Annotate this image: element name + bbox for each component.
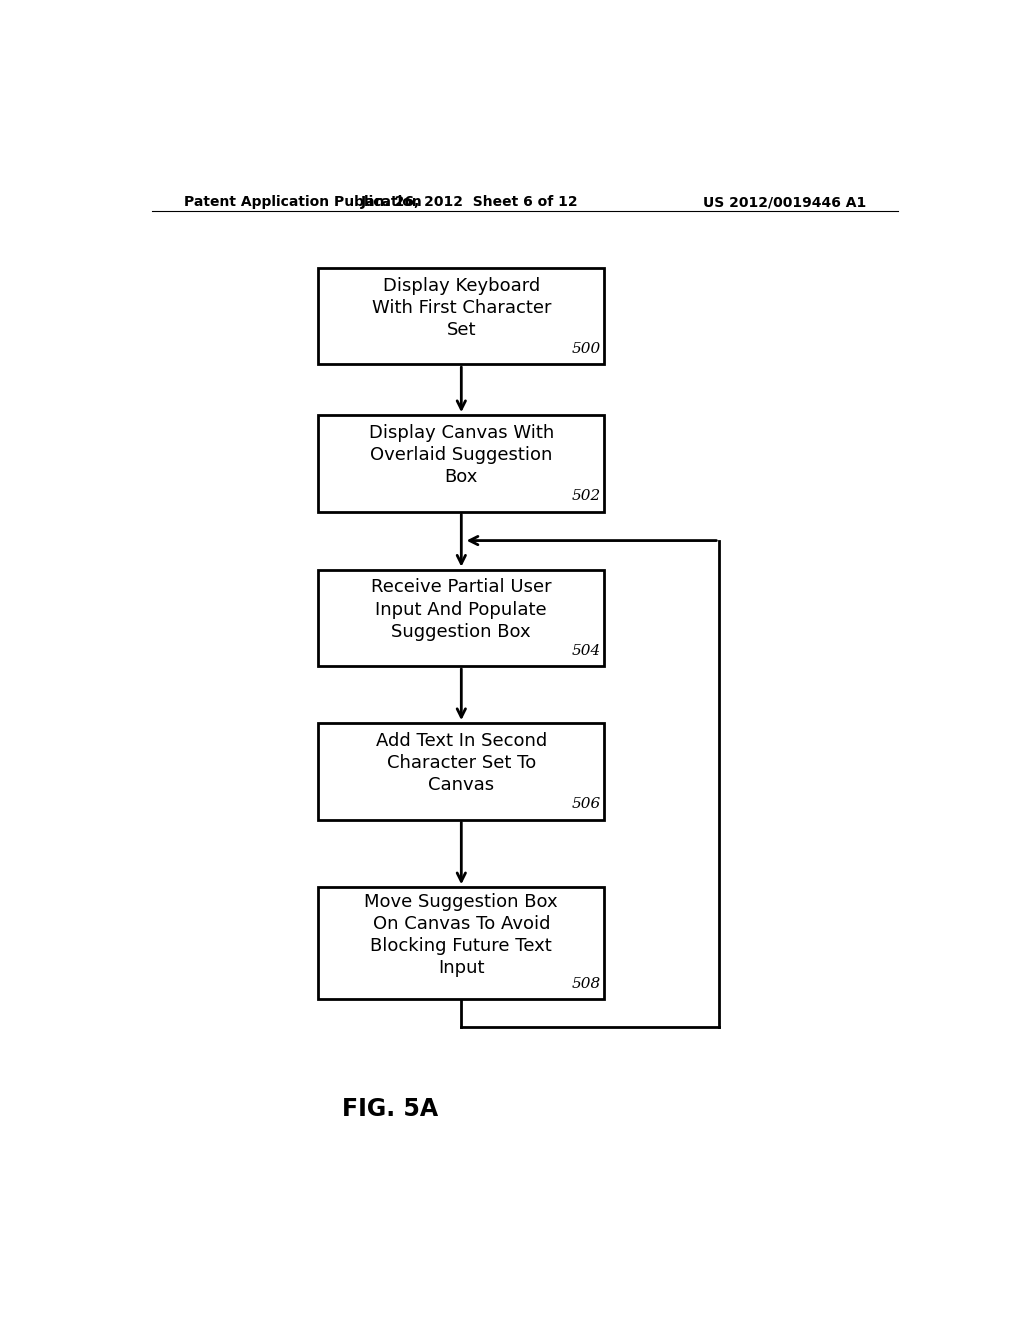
Text: Add Text In Second
Character Set To
Canvas: Add Text In Second Character Set To Canv…	[376, 733, 547, 795]
Bar	[318, 268, 604, 364]
Text: Jan. 26, 2012  Sheet 6 of 12: Jan. 26, 2012 Sheet 6 of 12	[360, 195, 579, 209]
Text: 500: 500	[572, 342, 601, 356]
Text: 508: 508	[572, 977, 601, 991]
Text: FIG. 5A: FIG. 5A	[342, 1097, 438, 1121]
Text: Move Suggestion Box
On Canvas To Avoid
Blocking Future Text
Input: Move Suggestion Box On Canvas To Avoid B…	[365, 892, 558, 977]
Text: Display Keyboard
With First Character
Set: Display Keyboard With First Character Se…	[372, 277, 551, 339]
Bar	[318, 414, 604, 512]
Text: Display Canvas With
Overlaid Suggestion
Box: Display Canvas With Overlaid Suggestion …	[369, 424, 554, 486]
Text: Patent Application Publication: Patent Application Publication	[183, 195, 421, 209]
Bar	[318, 887, 604, 999]
Text: Receive Partial User
Input And Populate
Suggestion Box: Receive Partial User Input And Populate …	[371, 578, 552, 642]
Text: 504: 504	[572, 644, 601, 657]
Text: 502: 502	[572, 490, 601, 503]
Text: US 2012/0019446 A1: US 2012/0019446 A1	[702, 195, 866, 209]
Bar	[318, 723, 604, 820]
Bar	[318, 569, 604, 667]
Text: 506: 506	[572, 797, 601, 812]
